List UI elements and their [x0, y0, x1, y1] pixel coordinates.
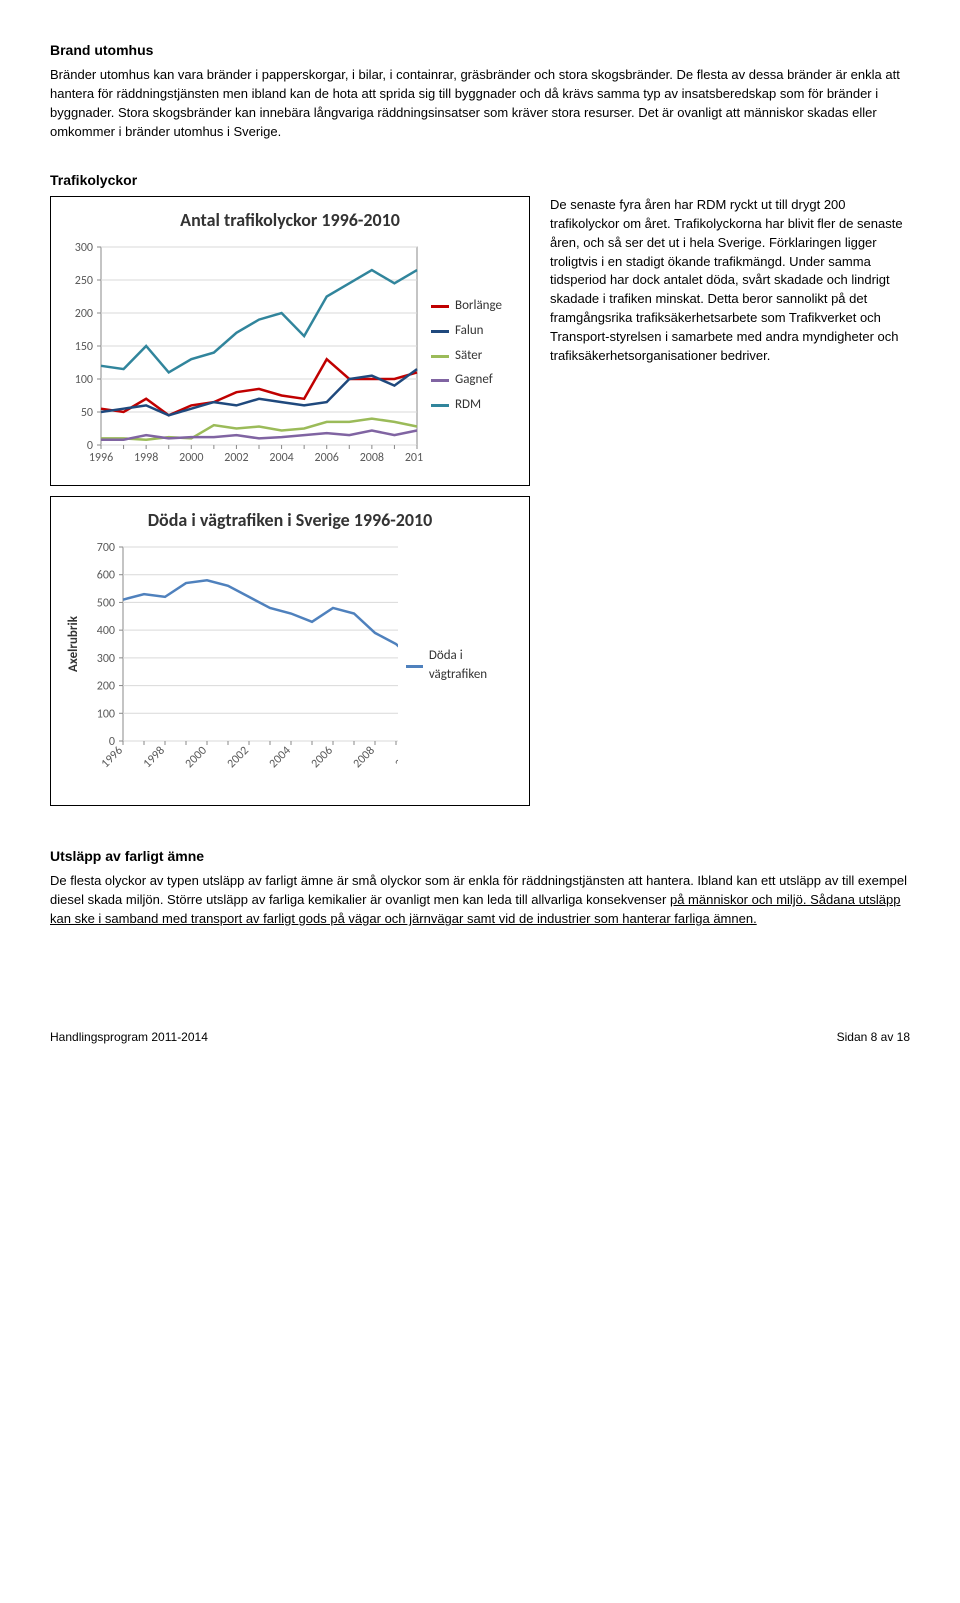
svg-text:2008: 2008 [351, 744, 378, 771]
chart2-legend: Döda i vägtrafiken [406, 647, 517, 685]
legend-swatch [431, 330, 449, 333]
svg-text:700: 700 [97, 541, 115, 555]
legend-item-doda: Döda i vägtrafiken [406, 647, 517, 685]
para-brand-utomhus: Bränder utomhus kan vara bränder i pappe… [50, 66, 910, 141]
chart1-title: Antal trafikolyckor 1996-2010 [63, 207, 517, 233]
side-paragraph: De senaste fyra åren har RDM ryckt ut ti… [550, 196, 910, 366]
svg-text:2008: 2008 [360, 451, 384, 465]
svg-text:500: 500 [97, 597, 115, 611]
chart2-svg: 0100200300400500600700199619982000200220… [63, 541, 398, 791]
svg-text:2010: 2010 [393, 744, 398, 771]
para-utslapp: De flesta olyckor av typen utsläpp av fa… [50, 872, 910, 929]
svg-text:200: 200 [97, 680, 115, 694]
svg-text:2002: 2002 [225, 744, 252, 771]
svg-text:1996: 1996 [99, 744, 126, 771]
svg-text:2010: 2010 [405, 451, 423, 465]
chart-trafikolyckor: Antal trafikolyckor 1996-2010 0501001502… [50, 196, 530, 486]
charts-and-text-row: Antal trafikolyckor 1996-2010 0501001502… [50, 196, 910, 806]
legend-swatch [431, 305, 449, 308]
heading-brand-utomhus: Brand utomhus [50, 40, 910, 60]
chart-doda-vagtrafiken: Döda i vägtrafiken i Sverige 1996-2010 0… [50, 496, 530, 806]
heading-utslapp: Utsläpp av farligt ämne [50, 846, 910, 866]
svg-text:200: 200 [75, 307, 93, 321]
chart-column: Antal trafikolyckor 1996-2010 0501001502… [50, 196, 530, 806]
svg-text:2004: 2004 [267, 744, 294, 771]
chart1-svg: 0501001502002503001996199820002002200420… [63, 241, 423, 471]
svg-text:150: 150 [75, 340, 93, 354]
svg-text:600: 600 [97, 569, 115, 583]
svg-text:1998: 1998 [134, 451, 158, 465]
svg-text:2000: 2000 [179, 451, 203, 465]
heading-trafikolyckor: Trafikolyckor [50, 170, 910, 190]
legend-label: Falun [455, 322, 484, 341]
svg-text:250: 250 [75, 274, 93, 288]
legend-item-sater: Säter [431, 347, 502, 366]
legend-item-rdm: RDM [431, 396, 502, 415]
svg-text:400: 400 [97, 624, 115, 638]
svg-text:2002: 2002 [224, 451, 248, 465]
legend-label: RDM [455, 396, 481, 415]
svg-text:1998: 1998 [141, 744, 168, 771]
svg-text:Axelrubrik: Axelrubrik [66, 615, 81, 672]
legend-label: Borlänge [455, 297, 502, 316]
svg-text:300: 300 [75, 241, 93, 255]
svg-text:300: 300 [97, 652, 115, 666]
svg-text:1996: 1996 [89, 451, 113, 465]
page-footer: Handlingsprogram 2011-2014 Sidan 8 av 18 [50, 1029, 910, 1046]
footer-right: Sidan 8 av 18 [837, 1029, 910, 1046]
svg-text:2004: 2004 [269, 451, 293, 465]
legend-swatch [431, 404, 449, 407]
legend-label: Gagnef [455, 371, 493, 390]
legend-swatch [431, 379, 449, 382]
legend-item-gagnef: Gagnef [431, 371, 502, 390]
chart2-title: Döda i vägtrafiken i Sverige 1996-2010 [63, 507, 517, 533]
svg-text:2006: 2006 [309, 744, 336, 771]
legend-label: Döda i vägtrafiken [429, 647, 517, 685]
svg-text:100: 100 [75, 373, 93, 387]
svg-text:2000: 2000 [183, 744, 210, 771]
legend-label: Säter [455, 347, 482, 366]
svg-text:2006: 2006 [315, 451, 339, 465]
svg-text:50: 50 [81, 406, 93, 420]
legend-swatch [406, 665, 423, 668]
svg-text:100: 100 [97, 707, 115, 721]
footer-left: Handlingsprogram 2011-2014 [50, 1029, 208, 1046]
chart1-legend: Borlänge Falun Säter Gagnef [431, 297, 502, 415]
legend-item-borlange: Borlänge [431, 297, 502, 316]
legend-item-falun: Falun [431, 322, 502, 341]
legend-swatch [431, 355, 449, 358]
